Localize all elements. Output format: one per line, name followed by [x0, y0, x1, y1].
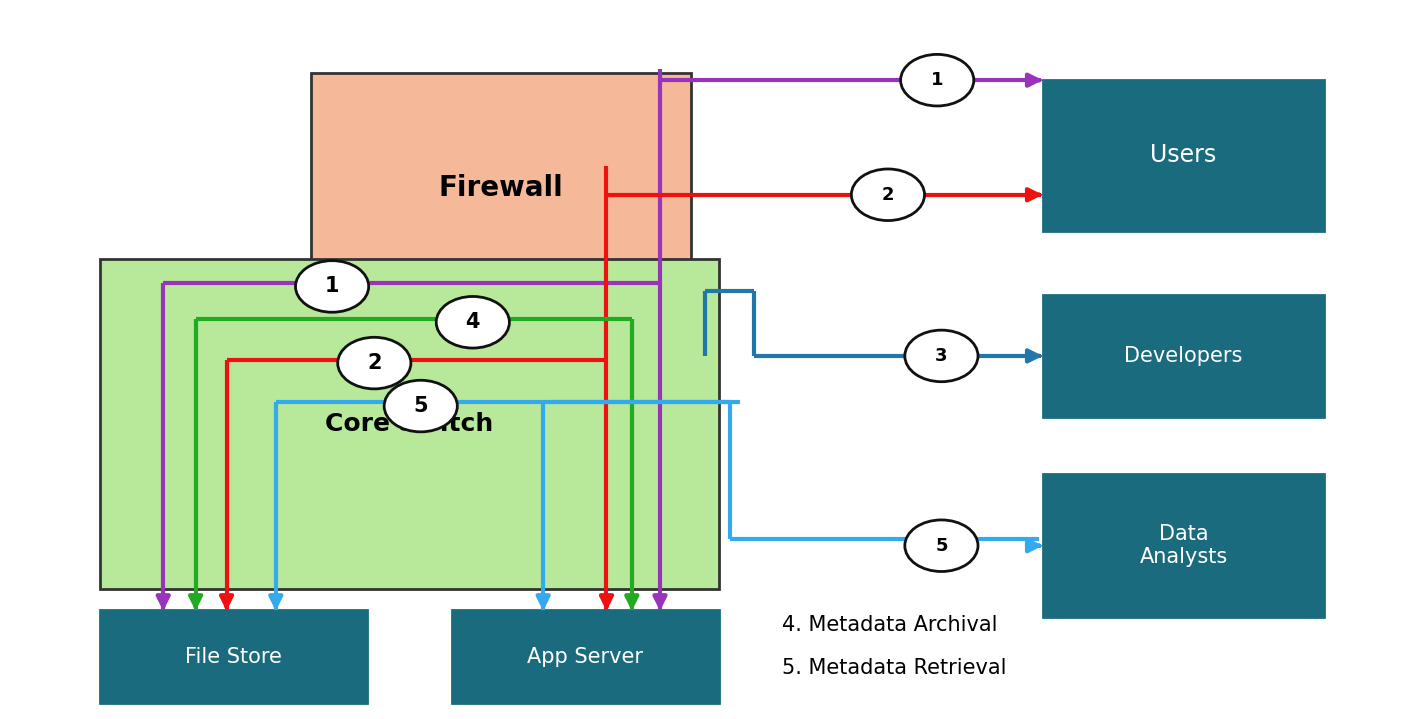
Text: 2: 2 [881, 186, 894, 203]
Ellipse shape [384, 380, 457, 432]
Text: Core Switch: Core Switch [326, 412, 494, 436]
Ellipse shape [901, 55, 974, 106]
FancyBboxPatch shape [1043, 474, 1324, 618]
Text: 4. Metadata Archival: 4. Metadata Archival [783, 615, 998, 636]
FancyBboxPatch shape [100, 260, 719, 589]
Ellipse shape [338, 337, 410, 389]
Text: 5. Metadata Retrieval: 5. Metadata Retrieval [783, 658, 1007, 678]
FancyBboxPatch shape [100, 610, 367, 703]
Text: 1: 1 [324, 276, 340, 296]
Text: 5: 5 [935, 536, 948, 555]
Ellipse shape [905, 520, 979, 572]
FancyBboxPatch shape [312, 73, 691, 302]
Text: Developers: Developers [1124, 346, 1242, 366]
Text: 5: 5 [413, 396, 429, 416]
Text: 1: 1 [931, 71, 943, 89]
Ellipse shape [296, 261, 368, 312]
Text: 3: 3 [935, 347, 948, 365]
Text: File Store: File Store [185, 646, 282, 667]
Text: Data
Analysts: Data Analysts [1139, 524, 1228, 567]
Text: Firewall: Firewall [439, 173, 564, 201]
Text: 2: 2 [367, 353, 382, 373]
Text: 4: 4 [465, 312, 479, 332]
Ellipse shape [852, 169, 925, 221]
Text: App Server: App Server [527, 646, 643, 667]
Ellipse shape [436, 296, 509, 348]
FancyBboxPatch shape [1043, 295, 1324, 417]
Text: Users: Users [1151, 143, 1217, 168]
FancyBboxPatch shape [1043, 81, 1324, 231]
FancyBboxPatch shape [451, 610, 719, 703]
Ellipse shape [905, 330, 979, 382]
